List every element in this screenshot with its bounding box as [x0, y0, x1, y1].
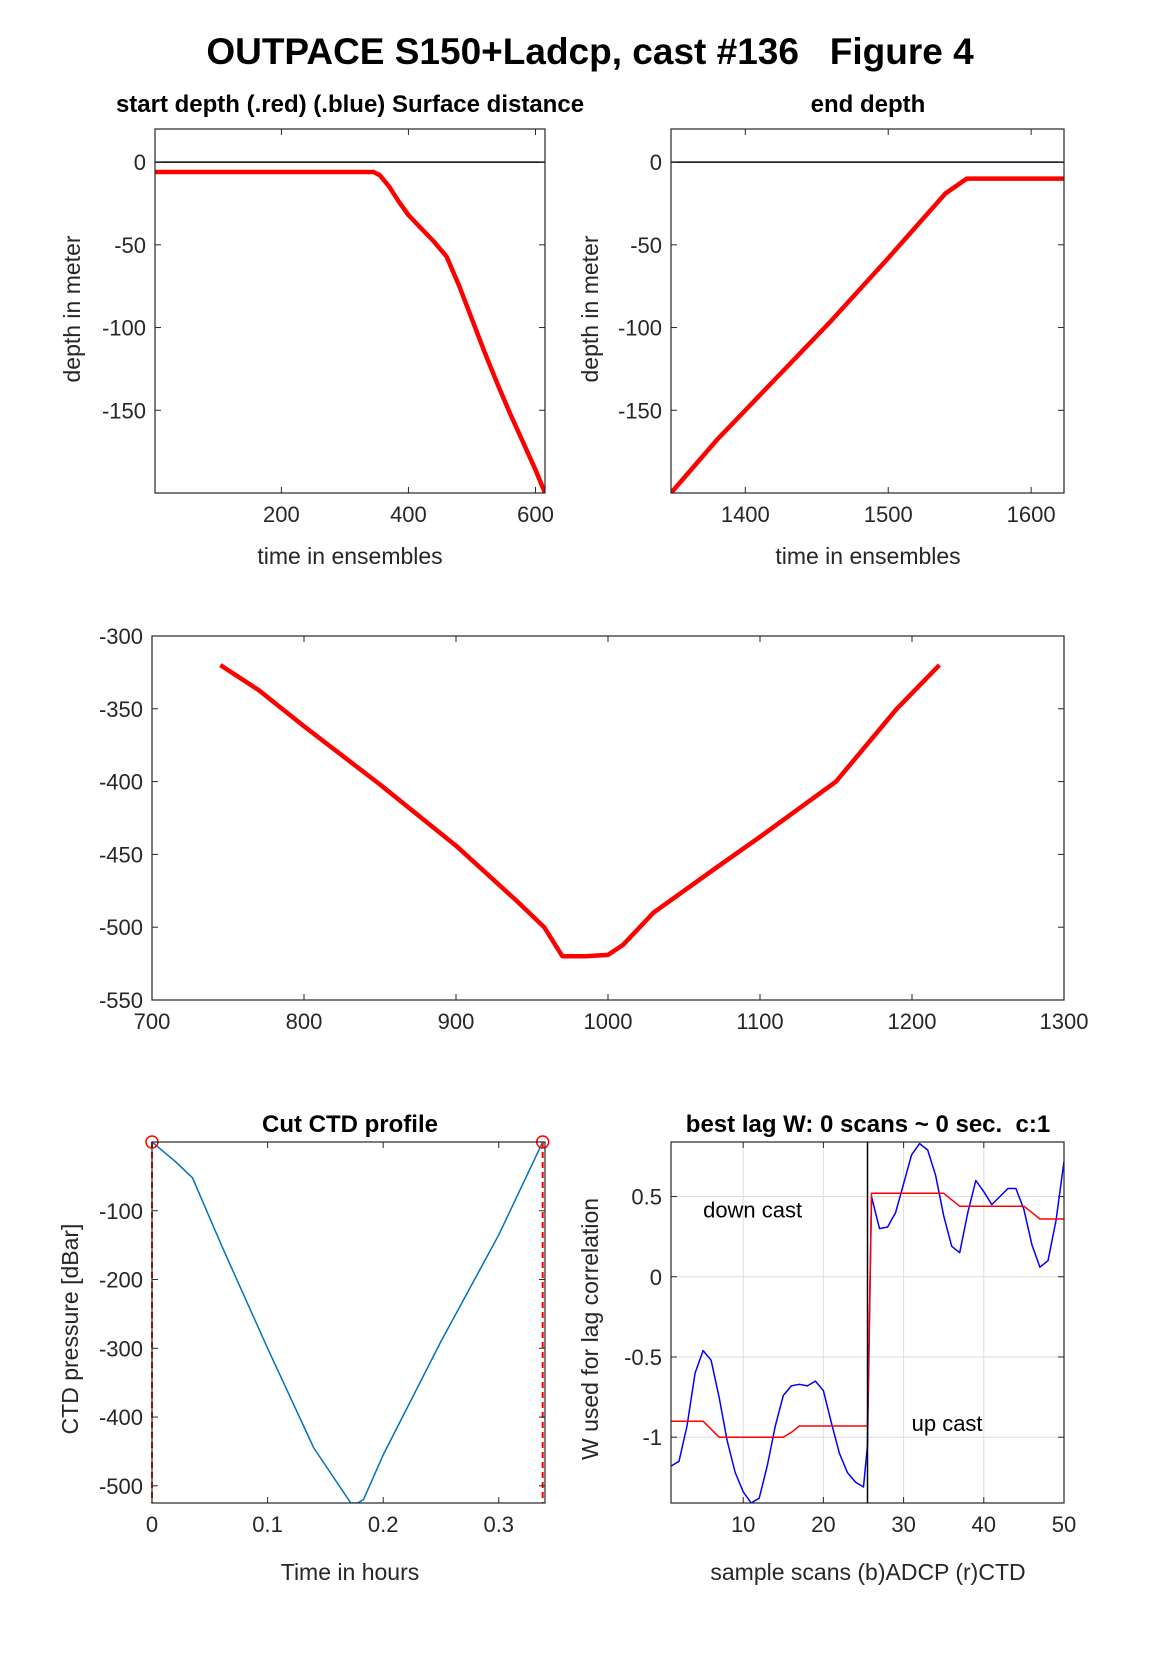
y-tick-label: -500: [99, 915, 143, 940]
middle-panel: 700 800 900 1000 1100 1200 1300 -300 -350 -400 -45…: [99, 624, 1089, 1034]
x-tick-label: 0: [146, 1512, 158, 1537]
x-tick-label: 1100: [736, 1009, 783, 1034]
end-depth-ylabel: depth in meter: [577, 235, 603, 382]
x-tick-label: 20: [811, 1512, 835, 1537]
lag-xlabel: sample scans (b)ADCP (r)CTD: [710, 1559, 1025, 1585]
start-depth-title: start depth (.red) (.blue) Surface dista…: [116, 91, 584, 118]
x-tick-label: 10: [731, 1512, 755, 1537]
x-tick-label: 1600: [1007, 502, 1056, 527]
y-tick-label: -150: [102, 398, 146, 423]
lag-axes-box: [670, 1141, 1065, 1504]
y-tick-label: -100: [618, 316, 662, 341]
y-tick-label: -400: [99, 1405, 143, 1430]
y-tick-label: -150: [618, 398, 662, 423]
y-tick-label: -400: [99, 770, 143, 795]
lag-annotation: down cast: [703, 1197, 802, 1222]
y-tick-label: -50: [630, 233, 662, 258]
x-tick-label: 50: [1052, 1512, 1076, 1537]
middle-axes-box: [151, 635, 1065, 1001]
lag-panel: best lag W: 0 scans ~ 0 sec. c:1 sample …: [577, 1111, 1076, 1585]
end-axes-box: [670, 128, 1065, 494]
y-tick-label: -550: [99, 988, 143, 1013]
start-depth-xlabel: time in ensembles: [257, 543, 442, 569]
y-tick-label: -350: [99, 697, 143, 722]
y-tick-label: 0: [650, 1265, 662, 1290]
x-tick-label: 700: [134, 1009, 171, 1034]
x-tick-label: 1400: [721, 502, 770, 527]
y-tick-label: -100: [102, 316, 146, 341]
y-tick-label: -450: [99, 842, 143, 867]
x-tick-label: 900: [438, 1009, 475, 1034]
ctd-axes-box: [151, 1141, 546, 1504]
y-tick-label: 0: [134, 150, 146, 175]
x-tick-label: 1200: [888, 1009, 937, 1034]
y-tick-label: -100: [99, 1199, 143, 1224]
start-series-line-0: [155, 169, 545, 493]
ctd-profile-xlabel: Time in hours: [281, 1559, 419, 1585]
x-tick-label: 400: [390, 502, 427, 527]
y-tick-label: -0.5: [624, 1345, 662, 1370]
x-tick-label: 800: [286, 1009, 323, 1034]
x-tick-label: 0.1: [252, 1512, 283, 1537]
x-tick-label: 30: [891, 1512, 915, 1537]
lag-annotation: up cast: [912, 1411, 983, 1436]
x-tick-label: 0.3: [483, 1512, 514, 1537]
x-tick-label: 1500: [864, 502, 913, 527]
ctd-profile-ylabel: CTD pressure [dBar]: [57, 1224, 83, 1435]
ctd-profile-title: Cut CTD profile: [262, 1111, 438, 1138]
y-tick-label: -1: [642, 1425, 662, 1450]
y-tick-label: -300: [99, 624, 143, 649]
x-tick-label: 0.2: [368, 1512, 399, 1537]
ctd-series-line-0: [152, 1142, 544, 1503]
start-depth-ylabel: depth in meter: [59, 235, 85, 382]
lag-ylabel: W used for lag correlation: [577, 1198, 603, 1460]
y-tick-label: -200: [99, 1268, 143, 1293]
start-axes-box: [154, 128, 546, 494]
ctd-profile-panel: Cut CTD profile Time in hours CTD pressu…: [57, 1111, 550, 1585]
end-depth-title: end depth: [811, 91, 926, 118]
x-tick-label: 200: [263, 502, 300, 527]
y-tick-label: -500: [99, 1474, 143, 1499]
middle-series-line-0: [219, 663, 942, 959]
y-tick-label: -50: [114, 233, 146, 258]
x-tick-label: 600: [517, 502, 554, 527]
y-tick-label: 0: [650, 150, 662, 175]
end-depth-xlabel: time in ensembles: [775, 543, 960, 569]
figure-title: OUTPACE S150+Ladcp, cast #136 Figure 4: [206, 31, 974, 72]
end-depth-panel: end depth time in ensembles depth in met…: [577, 91, 1065, 569]
start-depth-panel: start depth (.red) (.blue) Surface dista…: [59, 91, 584, 569]
x-tick-label: 1300: [1040, 1009, 1089, 1034]
y-tick-label: -300: [99, 1336, 143, 1361]
y-tick-label: 0.5: [631, 1185, 662, 1210]
x-tick-label: 1000: [584, 1009, 633, 1034]
lag-title: best lag W: 0 scans ~ 0 sec. c:1: [686, 1111, 1050, 1138]
x-tick-label: 40: [972, 1512, 996, 1537]
end-series-line-0: [671, 176, 1064, 493]
